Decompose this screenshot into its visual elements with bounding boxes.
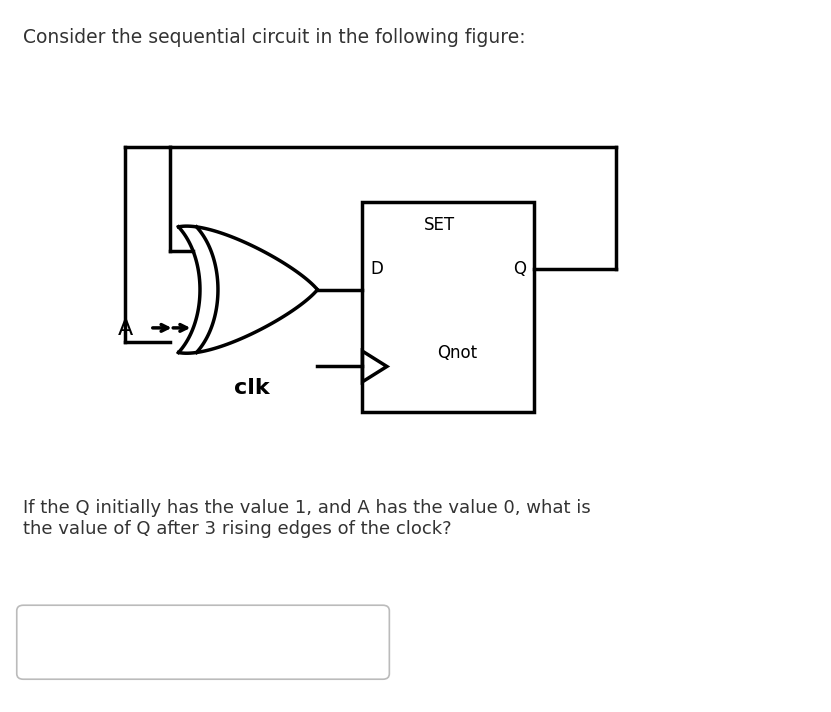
Bar [362,202,534,412]
Text: A: A [118,320,133,340]
FancyBboxPatch shape [17,605,390,679]
Text: D: D [371,261,383,278]
Text: If the Q initially has the value 1, and A has the value 0, what is
the value of : If the Q initially has the value 1, and … [23,499,591,538]
Text: Consider the sequential circuit in the following figure:: Consider the sequential circuit in the f… [23,28,526,47]
Text: Qnot: Qnot [437,344,477,362]
Text: SET: SET [424,216,455,234]
Text: Q: Q [513,261,526,278]
Text: clk: clk [234,378,270,398]
